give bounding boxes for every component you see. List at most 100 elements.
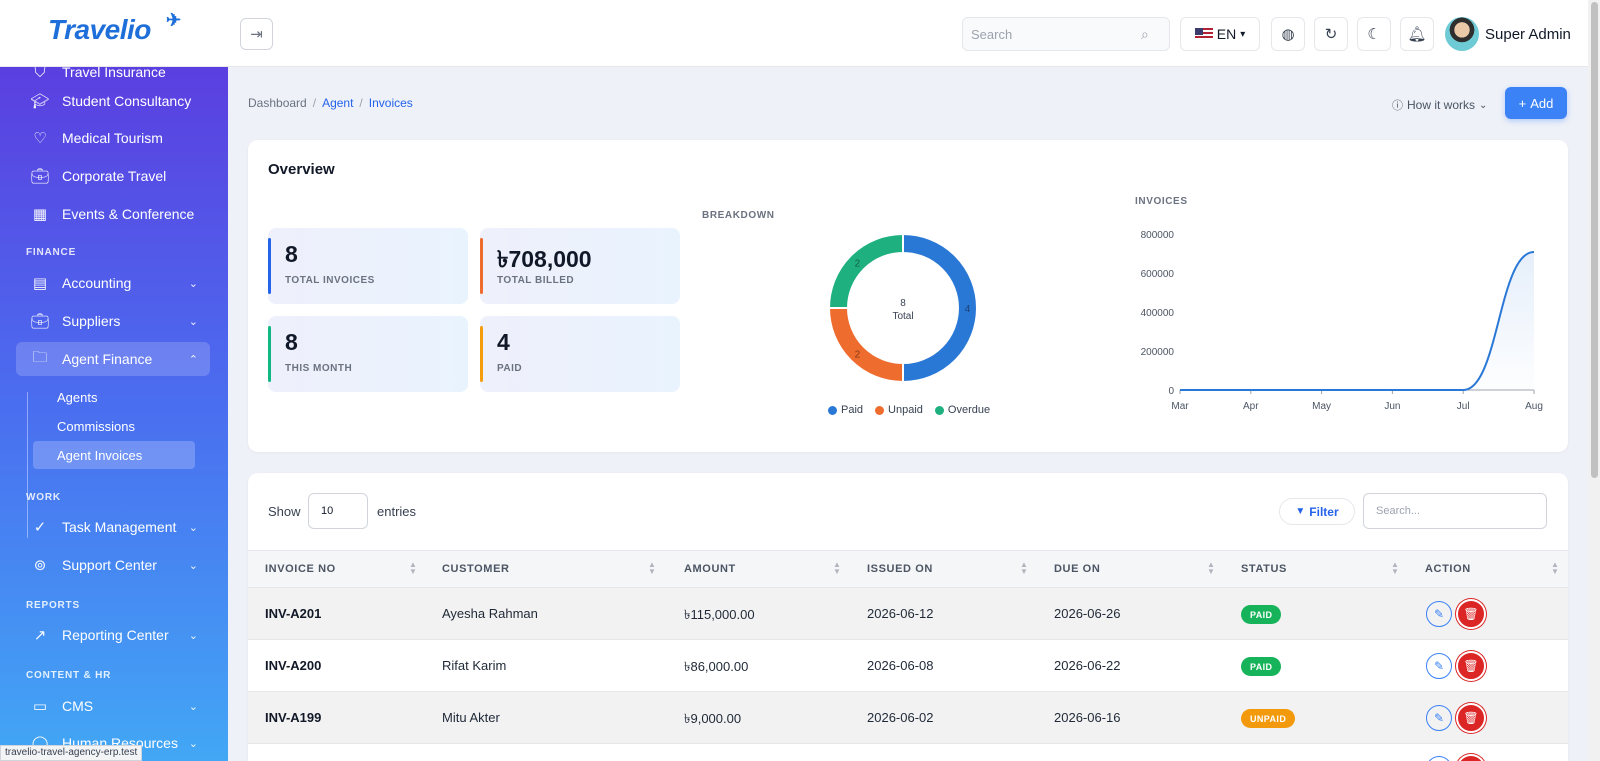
delete-button[interactable]: 🗑︎ (1458, 601, 1484, 627)
edit-button[interactable]: ✎ (1426, 653, 1452, 679)
sidebar-item-corporate-travel[interactable]: 💼︎ Corporate Travel (30, 168, 167, 185)
globe-button[interactable]: ◍ (1271, 17, 1305, 51)
invoices-chart-label: INVOICES (1135, 196, 1188, 207)
section-work: WORK (26, 492, 61, 503)
collapse-icon: ⇥ (250, 26, 263, 43)
edit-icon: ✎ (1433, 659, 1445, 673)
plane-icon: ✈ (166, 10, 181, 30)
legend-overdue[interactable]: Overdue (934, 404, 990, 416)
breadcrumb-dashboard[interactable]: Dashboard (248, 96, 307, 110)
user-name[interactable]: Super Admin (1485, 26, 1571, 43)
page-scrollbar[interactable] (1588, 0, 1600, 761)
donut-slice-paid[interactable] (902, 233, 978, 383)
language-selector[interactable]: EN ▾ (1180, 17, 1260, 51)
stat-paid: 4 PAID (480, 316, 680, 392)
sidebar-item-task-management[interactable]: ✓ Task Management ⌄ (16, 510, 210, 544)
legend-paid[interactable]: Paid (828, 404, 863, 416)
entries-label: entries (377, 504, 417, 519)
language-label: EN (1216, 26, 1237, 42)
sidebar-toggle-button[interactable]: ⇥ (240, 18, 273, 50)
breakdown-legend: Paid Unpaid Overdue (828, 404, 990, 416)
global-search[interactable]: ⌕ (962, 17, 1170, 51)
col-customer[interactable]: CUSTOMER (442, 563, 510, 575)
delete-button[interactable]: 🗑︎ (1458, 705, 1484, 731)
invoices-table-card: Show 10 entries ▼ Filter Search... INVOIC… (248, 473, 1568, 761)
sidebar-item-medical-tourism[interactable]: ♡ Medical Tourism (16, 121, 210, 155)
help-circle-icon: ⓘ (1392, 100, 1403, 112)
lifebuoy-icon: ⊚ (33, 557, 47, 574)
sidebar-item-agent-finance[interactable]: 🗀 Agent Finance ⌃ (16, 342, 210, 376)
sort-icon: ▲ ▼ (1391, 560, 1399, 576)
sidebar: ⛉ Travel Insurance 🎓︎ Student Consultancy … (0, 67, 228, 761)
col-due-on[interactable]: DUE ON (1054, 563, 1101, 575)
dark-mode-button[interactable]: ☾ (1357, 17, 1391, 51)
sort-icon: ▲ ▼ (648, 560, 656, 576)
sidebar-subitem-commissions[interactable]: Commissions (57, 418, 136, 434)
how-it-works-button[interactable]: ⓘ How it works ⌄ (1392, 98, 1488, 112)
breadcrumb-agent[interactable]: Agent (322, 96, 354, 110)
sidebar-item-support-center[interactable]: ⊚ Support Center ⌄ (16, 548, 210, 582)
table-row[interactable] (248, 744, 1568, 761)
overview-title: Overview (268, 161, 335, 178)
filter-button[interactable]: ▼ Filter (1279, 498, 1355, 525)
section-finance: FINANCE (26, 247, 77, 258)
notifications-button[interactable]: 🔔︎ (1400, 17, 1434, 51)
donut-slice-value: 2 (855, 350, 861, 361)
scrollbar-thumb[interactable] (1591, 2, 1598, 478)
edit-button[interactable]: ✎ (1426, 601, 1452, 627)
refresh-button[interactable]: ↻ (1314, 17, 1348, 51)
sidebar-item-reporting-center[interactable]: ↗ Reporting Center ⌄ (16, 618, 210, 652)
table-row[interactable]: INV-A199 Mitu Akter ৳9,000.00 2026-06-02… (248, 692, 1568, 744)
legend-dot (828, 405, 837, 415)
entries-select[interactable]: 10 (308, 493, 368, 529)
shield-icon: ⛉ (34, 67, 46, 81)
stat-accent (268, 326, 271, 382)
travelio-logo[interactable]: Travelio ✈ (48, 10, 181, 45)
add-button[interactable]: + Add (1505, 87, 1567, 119)
y-tick-label: 400000 (1141, 308, 1175, 319)
chevron-down-icon: ⌄ (188, 277, 198, 290)
sidebar-item-travel-insurance[interactable]: ⛉ Travel Insurance (16, 67, 210, 89)
legend-unpaid[interactable]: Unpaid (875, 404, 923, 416)
section-content-hr: CONTENT & HR (26, 670, 112, 681)
col-status[interactable]: STATUS (1241, 563, 1287, 575)
stat-accent (480, 326, 483, 382)
calculator-icon: ▤ (32, 275, 48, 292)
donut-slice-value: 4 (965, 304, 971, 315)
table-search-input[interactable]: Search... (1363, 493, 1547, 529)
legend-dot (875, 405, 885, 415)
delete-button[interactable]: 🗑︎ (1458, 653, 1484, 679)
sidebar-item-suppliers[interactable]: 💼︎ Suppliers ⌄ (30, 313, 198, 330)
user-avatar[interactable] (1445, 17, 1479, 51)
table-row[interactable]: INV-A200 Rifat Karim ৳86,000.00 2026-06-… (248, 640, 1568, 692)
sidebar-subitem-agents[interactable]: Agents (57, 389, 98, 405)
stat-accent (268, 238, 271, 294)
sidebar-item-cms[interactable]: ▭ CMS ⌄ (16, 689, 210, 723)
edit-button[interactable]: ✎ (1426, 705, 1452, 731)
col-amount[interactable]: AMOUNT (684, 563, 736, 575)
chevron-down-icon: ⌄ (188, 700, 198, 713)
us-flag-icon (1194, 28, 1213, 40)
table-row[interactable]: INV-A201 Ayesha Rahman ৳115,000.00 2026-… (248, 588, 1568, 640)
search-input[interactable] (971, 26, 1141, 42)
col-issued-on[interactable]: ISSUED ON (867, 563, 933, 575)
delete-button[interactable] (1458, 756, 1484, 761)
edit-button[interactable] (1426, 756, 1452, 761)
donut-slice-overdue[interactable] (828, 233, 904, 309)
monitor-icon: ▭ (32, 698, 48, 715)
sidebar-item-events-conference[interactable]: ▦ Events & Conference (16, 197, 210, 231)
check-circle-icon: ✓ (33, 519, 47, 536)
status-badge: UNPAID (1241, 709, 1296, 728)
donut-center-value: 8 (900, 298, 906, 309)
y-tick-label: 200000 (1141, 347, 1175, 358)
sidebar-subitem-agent-invoices[interactable]: Agent Invoices (33, 441, 195, 469)
invoices-series-line[interactable] (1180, 250, 1535, 391)
status-url-tooltip: travelio-travel-agency-erp.test (0, 745, 143, 761)
breadcrumb-invoices: Invoices (368, 96, 413, 110)
chevron-up-icon: ⌃ (188, 353, 198, 366)
sidebar-item-student-consultancy[interactable]: 🎓︎ Student Consultancy (30, 93, 192, 110)
sidebar-item-accounting[interactable]: ▤ Accounting ⌄ (16, 266, 210, 300)
breadcrumb: Dashboard / Agent / Invoices (248, 96, 413, 110)
col-invoice-no[interactable]: INVOICE NO (265, 563, 336, 575)
table-header: INVOICE NO ▲ ▼ CUSTOMER ▲ ▼ AMOUNT ▲ ▼ ISSU… (248, 550, 1568, 588)
